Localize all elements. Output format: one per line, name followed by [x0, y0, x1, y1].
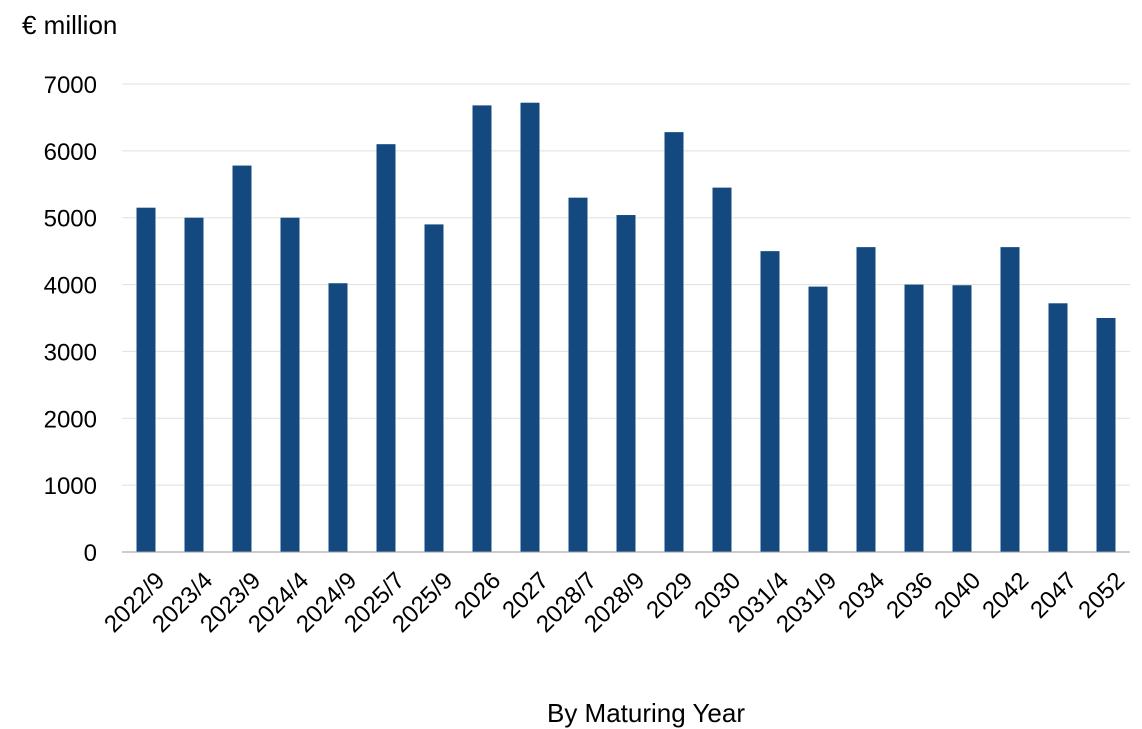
bar-2040 [952, 285, 972, 552]
bar-2036 [904, 284, 924, 552]
bar-2052 [1096, 318, 1116, 552]
bar-2025/9 [424, 224, 444, 552]
bar-2028/7 [568, 197, 588, 552]
y-tick-label: 7000 [44, 72, 97, 99]
x-axis-title: By Maturing Year [547, 698, 745, 728]
y-tick-label: 4000 [44, 273, 97, 300]
bar-2024/9 [328, 283, 348, 552]
bar-2026 [472, 105, 492, 552]
bar-2029 [664, 132, 684, 552]
x-tick-label: 2040 [929, 567, 986, 624]
y-tick-label: 5000 [44, 206, 97, 233]
y-tick-label: 3000 [44, 339, 97, 366]
y-tick-label: 6000 [44, 139, 97, 166]
x-tick-label: 2036 [881, 567, 938, 624]
x-tick-label: 2042 [977, 567, 1034, 624]
y-axis-ticks: 0 1000 2000 3000 4000 5000 6000 7000 [44, 72, 97, 567]
bar-2027 [520, 102, 540, 552]
y-axis-title: € million [22, 10, 117, 40]
bar-2023/4 [184, 217, 204, 552]
x-tick-label: 2047 [1025, 567, 1082, 624]
bar-2042 [1000, 247, 1020, 553]
y-tick-label: 2000 [44, 406, 97, 433]
x-tick-label: 2026 [449, 567, 506, 624]
bar-2047 [1048, 303, 1068, 552]
bar-2025/7 [376, 144, 396, 552]
x-tick-label: 2029 [641, 567, 698, 624]
bar-2031/4 [760, 251, 780, 552]
bar-2023/9 [232, 165, 252, 552]
bar-2024/4 [280, 217, 300, 552]
y-tick-label: 0 [84, 540, 97, 567]
bar-2030 [712, 187, 732, 552]
x-axis-ticks: 2022/92023/42023/92024/42024/92025/72025… [99, 567, 1130, 638]
y-tick-label: 1000 [44, 473, 97, 500]
bar-2022/9 [136, 207, 156, 552]
bar-2028/9 [616, 215, 636, 553]
bars [136, 102, 1116, 553]
x-tick-label: 2052 [1073, 567, 1130, 624]
bar-2031/9 [808, 286, 828, 552]
x-tick-label: 2034 [833, 567, 890, 624]
bar-2034 [856, 247, 876, 553]
